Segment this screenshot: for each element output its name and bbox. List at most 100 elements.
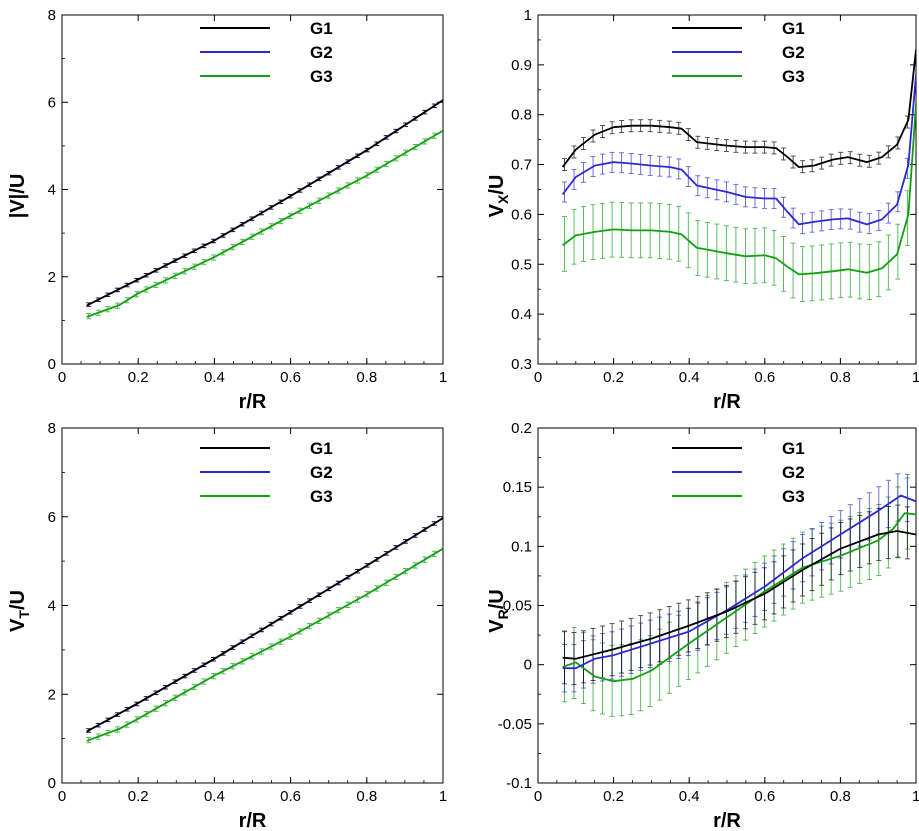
x-tick-label: 0.8 (356, 788, 377, 805)
y-tick-label: 8 (48, 420, 56, 437)
x-tick-label: 0.4 (204, 788, 225, 805)
series-line-g1 (562, 530, 916, 660)
x-tick-label: 1 (439, 369, 447, 386)
x-axis-label: r/R (713, 810, 741, 831)
y-axis-label-tail: /U (486, 175, 508, 195)
legend-label-g3: G3 (782, 67, 805, 86)
series-line-g1 (561, 49, 916, 169)
series-line-g2 (86, 99, 443, 307)
y-tick-label: 0.2 (511, 420, 532, 437)
y-tick-label: 0.7 (511, 157, 532, 174)
x-tick-label: 0 (58, 788, 66, 805)
x-tick-label: 1 (912, 369, 919, 386)
legend-label-g1: G1 (310, 439, 333, 458)
x-tick-label: 1 (439, 788, 447, 805)
y-tick-label: 0 (524, 657, 532, 674)
plot-frame (61, 14, 444, 365)
y-axis-label: |V|/U (7, 174, 29, 219)
legend-label-g2: G2 (310, 43, 333, 62)
x-axis-label: r/R (239, 810, 267, 831)
y-tick-label: 0 (48, 775, 56, 792)
series-line-g3 (86, 547, 443, 742)
plot-frame (537, 14, 917, 365)
x-tick-label: 0 (534, 788, 542, 805)
y-tick-label: 2 (48, 269, 56, 286)
x-tick-label: 0.8 (356, 369, 377, 386)
chart-panel-4: 0 0.2 0.4 0.6 0.8 1 -0.1 -0.05 0 0.05 0.1 0.15 0.2 r/… (486, 420, 919, 831)
y-tick-label: 0 (48, 356, 56, 373)
x-tick-label: 0.4 (679, 788, 700, 805)
y-axis-label: VR/U (486, 589, 511, 632)
legend-label-g2: G2 (782, 43, 805, 62)
y-tick-label: 0.6 (511, 206, 532, 223)
x-tick-label: 0.2 (128, 788, 149, 805)
legend-label-g3: G3 (782, 487, 805, 506)
legend-label-g3: G3 (310, 487, 333, 506)
legend-label-g2: G2 (310, 463, 333, 482)
series-line-g2 (561, 74, 916, 226)
x-axis-label: r/R (713, 391, 741, 413)
y-axis-label-main: V (486, 203, 508, 217)
x-tick-label: 1 (912, 788, 919, 805)
y-tick-label: 1 (524, 7, 532, 24)
chart-panel-1: 0 0.2 0.4 0.6 0.8 1 0 2 4 6 8 r/R |V|/U G1 G2 G3 (7, 7, 447, 413)
series-line-g1 (86, 517, 443, 733)
y-axis-label-tail: /U (486, 589, 508, 609)
legend-label-g1: G1 (310, 19, 333, 38)
y-axis-label-subscript: T (16, 610, 32, 619)
x-tick-label: 0.4 (679, 369, 700, 386)
x-tick-label: 0.6 (280, 369, 301, 386)
x-tick-label: 0.8 (830, 788, 851, 805)
series-line-g2 (562, 494, 916, 670)
y-axis-label: VT/U (7, 590, 32, 632)
y-tick-label: 0.5 (511, 256, 532, 273)
legend-label-g2: G2 (782, 463, 805, 482)
series-line-g3 (86, 129, 443, 318)
series-line-g1 (86, 99, 443, 307)
y-tick-label: 6 (48, 94, 56, 111)
x-tick-label: 0.4 (204, 369, 225, 386)
y-axis-label-tail: /U (7, 590, 29, 610)
x-tick-label: 0.6 (754, 788, 775, 805)
y-tick-label: 4 (48, 182, 56, 199)
series-line-g3 (562, 104, 916, 276)
x-tick-label: 0.6 (280, 788, 301, 805)
plot-area (561, 473, 916, 717)
y-axis-label-main: V (7, 618, 29, 632)
y-tick-label: -0.1 (506, 775, 532, 792)
y-tick-label: 0.15 (503, 479, 532, 496)
series-line-g3 (562, 512, 916, 683)
y-tick-label: 0.8 (511, 107, 532, 124)
plot-frame (537, 427, 917, 784)
y-tick-label: 4 (48, 598, 56, 615)
chart-panel-2: 0 0.2 0.4 0.6 0.8 1 0.3 0.4 0.5 0.6 0.7 0.8 0.9 1 r/R V… (486, 7, 919, 413)
plot-area (86, 517, 443, 744)
series-line-g2 (86, 517, 443, 733)
y-tick-label: 0.1 (511, 538, 532, 555)
y-axis-label-subscript: R (495, 609, 511, 619)
x-tick-label: 0.2 (603, 788, 624, 805)
legend-label-g1: G1 (782, 439, 805, 458)
y-tick-label: 0.4 (511, 306, 532, 323)
legend-label-g3: G3 (310, 67, 333, 86)
x-tick-label: 0.6 (754, 369, 775, 386)
y-tick-label: -0.05 (498, 716, 532, 733)
y-tick-label: 0.05 (503, 598, 532, 615)
plot-area (86, 99, 443, 320)
y-axis-label: VX/U (486, 175, 511, 218)
x-tick-label: 0 (58, 369, 66, 386)
y-tick-label: 6 (48, 509, 56, 526)
y-axis-label-subscript: X (495, 194, 511, 204)
y-tick-label: 0.3 (511, 356, 532, 373)
chart-panel-3: 0 0.2 0.4 0.6 0.8 1 0 2 4 6 8 r/R VT/U G1 G2 G3 (7, 420, 447, 831)
legend-label-g1: G1 (782, 19, 805, 38)
y-tick-label: 8 (48, 7, 56, 24)
plot-area (561, 49, 916, 302)
x-tick-label: 0 (534, 369, 542, 386)
y-tick-label: 0.9 (511, 57, 532, 74)
x-tick-label: 0.2 (128, 369, 149, 386)
x-tick-label: 0.8 (830, 369, 851, 386)
y-axis-label-main: V (486, 619, 508, 633)
x-axis-label: r/R (239, 391, 267, 413)
